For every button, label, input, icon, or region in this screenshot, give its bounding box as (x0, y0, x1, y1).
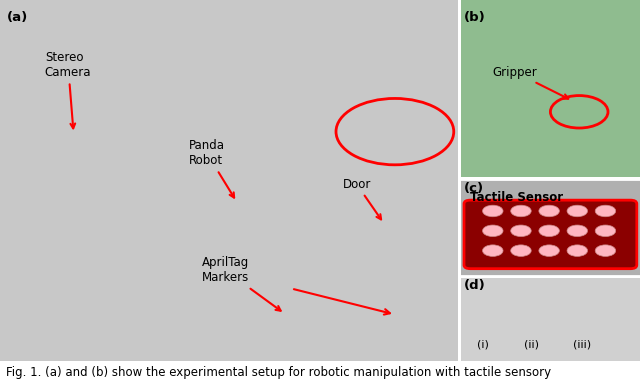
FancyBboxPatch shape (461, 178, 640, 276)
Circle shape (539, 225, 559, 237)
FancyBboxPatch shape (461, 278, 640, 361)
Circle shape (483, 225, 503, 237)
FancyBboxPatch shape (0, 0, 458, 361)
Circle shape (511, 245, 531, 256)
Text: Tactile Sensor: Tactile Sensor (470, 191, 564, 204)
Text: (b): (b) (464, 11, 486, 24)
Circle shape (483, 205, 503, 217)
Text: Fig. 1. (a) and (b) show the experimental setup for robotic manipulation with ta: Fig. 1. (a) and (b) show the experimenta… (6, 365, 552, 379)
Text: AprilTag
Markers: AprilTag Markers (202, 256, 281, 311)
Text: (a): (a) (6, 11, 28, 24)
Text: (c): (c) (464, 182, 484, 195)
Text: (ii): (ii) (524, 340, 539, 350)
Text: (i): (i) (477, 340, 489, 350)
Circle shape (483, 245, 503, 256)
FancyBboxPatch shape (461, 0, 640, 177)
Circle shape (539, 245, 559, 256)
Text: Door: Door (342, 178, 381, 220)
Circle shape (567, 205, 588, 217)
FancyBboxPatch shape (464, 200, 637, 269)
Text: Gripper: Gripper (493, 66, 568, 99)
Circle shape (595, 225, 616, 237)
Text: (d): (d) (464, 279, 486, 292)
Circle shape (595, 205, 616, 217)
Text: Panda
Robot: Panda Robot (189, 139, 234, 198)
Text: (iii): (iii) (573, 340, 591, 350)
Circle shape (511, 205, 531, 217)
Text: Stereo
Camera: Stereo Camera (45, 51, 92, 128)
Circle shape (567, 225, 588, 237)
Circle shape (567, 245, 588, 256)
Circle shape (595, 245, 616, 256)
Circle shape (539, 205, 559, 217)
Circle shape (511, 225, 531, 237)
